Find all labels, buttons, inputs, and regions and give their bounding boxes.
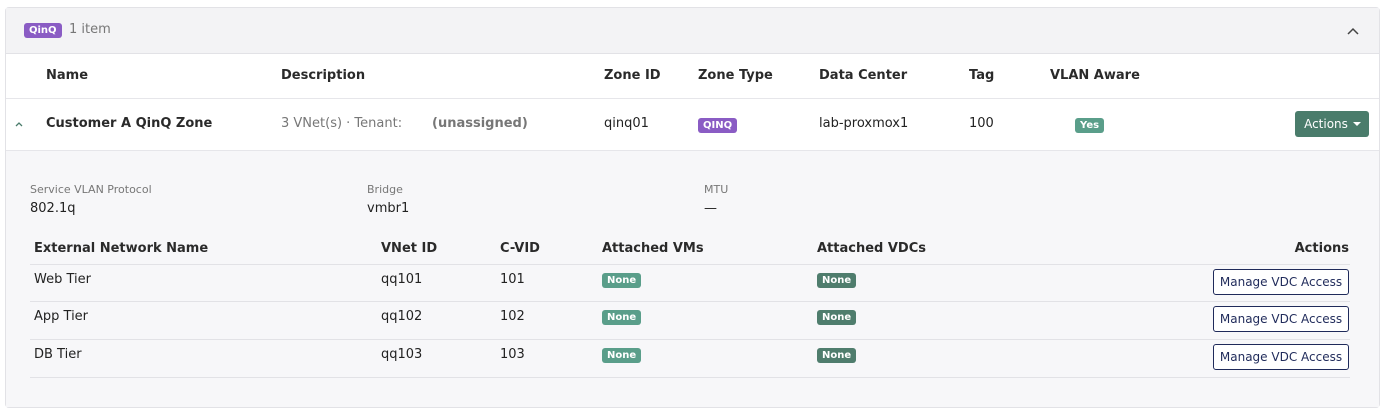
table-header: Attached VDCs <box>817 241 927 256</box>
property-label: Service VLAN Protocol <box>30 183 152 196</box>
card-header <box>6 8 1379 54</box>
row-toggle[interactable] <box>14 120 24 128</box>
manage-vdc-button[interactable]: Manage VDC Access <box>1213 344 1349 370</box>
row-divider <box>30 377 1350 378</box>
column-header: Data Center <box>819 68 908 83</box>
property-value: 802.1q <box>30 201 76 216</box>
vdcs-badge: None <box>817 310 857 325</box>
table-header: C-VID <box>500 241 540 256</box>
column-header: Zone ID <box>604 68 661 83</box>
vms-badge: None <box>602 310 642 325</box>
tag: 100 <box>969 116 994 131</box>
row-divider <box>30 264 1350 265</box>
c-vid: 103 <box>500 347 525 362</box>
vnet-id: qq103 <box>381 347 423 362</box>
network-name: App Tier <box>34 309 89 324</box>
c-vid: 102 <box>500 309 525 324</box>
zone-description: 3 VNet(s) · Tenant: <box>281 116 403 131</box>
column-header: Tag <box>969 68 995 83</box>
manage-vdc-button[interactable]: Manage VDC Access <box>1213 269 1349 295</box>
vnet-id: qq101 <box>381 272 423 287</box>
header-row-divider <box>6 98 1379 99</box>
table-header: External Network Name <box>34 241 209 256</box>
zone-id: qinq01 <box>604 116 649 131</box>
item-count: 1 item <box>69 22 111 37</box>
data-center: lab-proxmox1 <box>819 116 909 131</box>
table-header: Attached VMs <box>602 241 704 256</box>
column-header: VLAN Aware <box>1050 68 1140 83</box>
dropdown-caret <box>1353 122 1361 126</box>
details-area <box>6 150 1379 407</box>
property-value: vmbr1 <box>367 201 410 216</box>
vdcs-badge: None <box>817 348 857 363</box>
type-badge: QinQ <box>24 23 62 38</box>
property-value: — <box>704 201 717 216</box>
actions-button[interactable]: Actions <box>1295 111 1369 137</box>
row-divider <box>30 339 1350 340</box>
vms-badge: None <box>602 273 642 288</box>
vnet-id: qq102 <box>381 309 423 324</box>
manage-vdc-button[interactable]: Manage VDC Access <box>1213 306 1349 332</box>
network-name: DB Tier <box>34 347 82 362</box>
zone-type-badge: QINQ <box>698 118 738 133</box>
collapse-toggle[interactable] <box>1346 25 1360 37</box>
column-header: Description <box>281 68 366 83</box>
column-header: Zone Type <box>698 68 773 83</box>
table-header: Actions <box>1294 241 1349 256</box>
zone-name: Customer A QinQ Zone <box>46 116 213 131</box>
column-header: Name <box>46 68 89 83</box>
zone-tenant: (unassigned) <box>432 116 528 131</box>
property-label: Bridge <box>367 183 403 196</box>
table-header: VNet ID <box>381 241 438 256</box>
c-vid: 101 <box>500 272 525 287</box>
vdcs-badge: None <box>817 273 857 288</box>
property-label: MTU <box>704 183 729 196</box>
vms-badge: None <box>602 348 642 363</box>
network-name: Web Tier <box>34 272 91 287</box>
vlan-aware-badge: Yes <box>1075 118 1105 133</box>
row-divider <box>30 301 1350 302</box>
